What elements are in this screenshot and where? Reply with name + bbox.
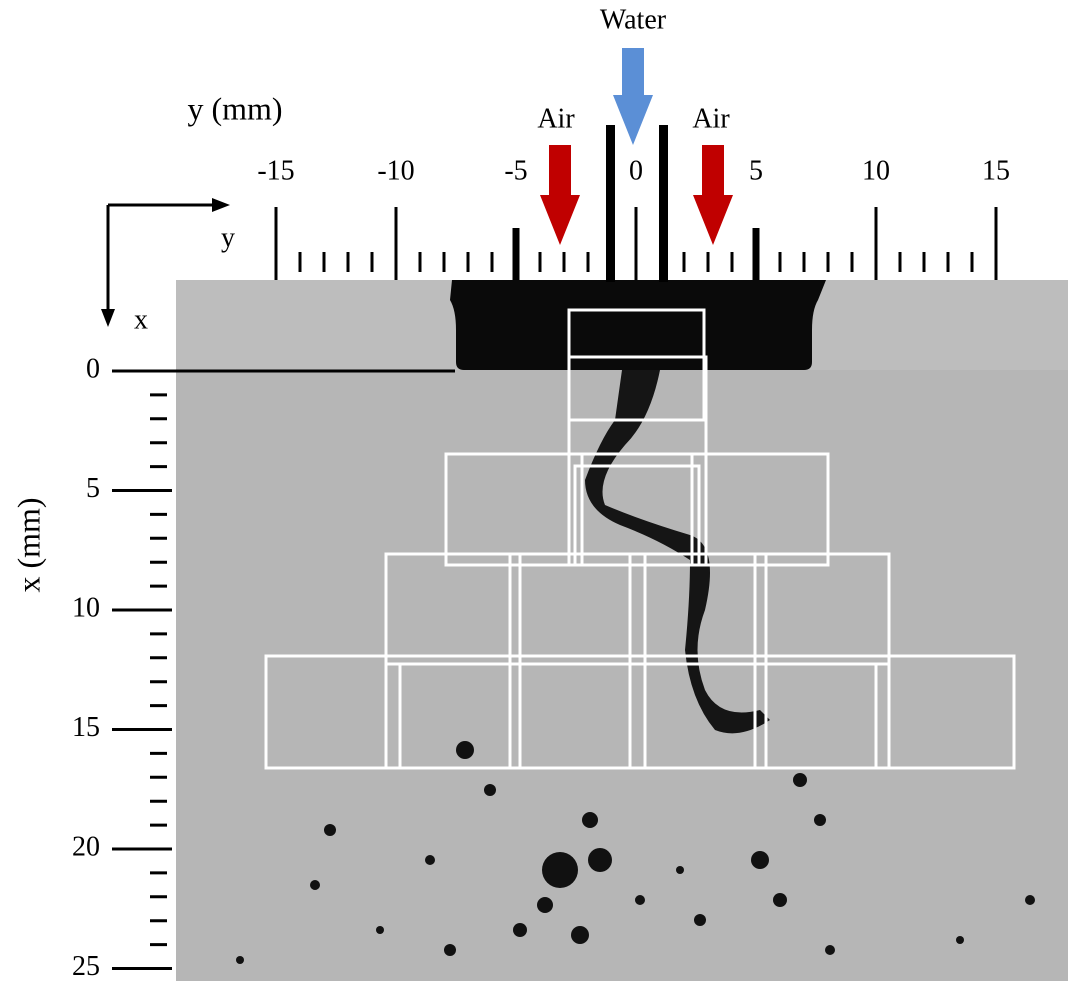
figure: y x Water Air Air y (mm) x (mm) -15 -10 -5… bbox=[0, 0, 1068, 981]
x-arrow-label: x bbox=[134, 304, 148, 335]
air-label: Air bbox=[537, 103, 575, 134]
x-tick-label: 5 bbox=[86, 473, 100, 504]
y-arrow-label: y bbox=[221, 222, 235, 253]
water-arrow bbox=[613, 48, 653, 145]
nozzle-wall bbox=[659, 125, 668, 282]
x-tick-label: 25 bbox=[72, 951, 100, 981]
air-arrow bbox=[540, 145, 580, 245]
y-tick-label: 15 bbox=[982, 155, 1010, 186]
y-tick-label: 0 bbox=[629, 155, 643, 186]
x-tick-label: 15 bbox=[72, 712, 100, 743]
y-tick-label: 5 bbox=[749, 155, 763, 186]
y-tick-label: -15 bbox=[257, 155, 294, 186]
y-tick-label: 10 bbox=[862, 155, 890, 186]
nozzle-wall bbox=[606, 125, 615, 282]
y-tick-label: -10 bbox=[377, 155, 414, 186]
x-axis-title: x (mm) bbox=[10, 497, 46, 592]
air-label: Air bbox=[692, 103, 730, 134]
y-tick-label: -5 bbox=[504, 155, 527, 186]
x-tick-label: 10 bbox=[72, 592, 100, 623]
y-axis-title: y (mm) bbox=[187, 90, 282, 126]
x-tick-label: 20 bbox=[72, 831, 100, 862]
water-label: Water bbox=[600, 4, 667, 35]
air-arrow bbox=[693, 145, 733, 245]
x-tick-label: 0 bbox=[86, 353, 100, 384]
